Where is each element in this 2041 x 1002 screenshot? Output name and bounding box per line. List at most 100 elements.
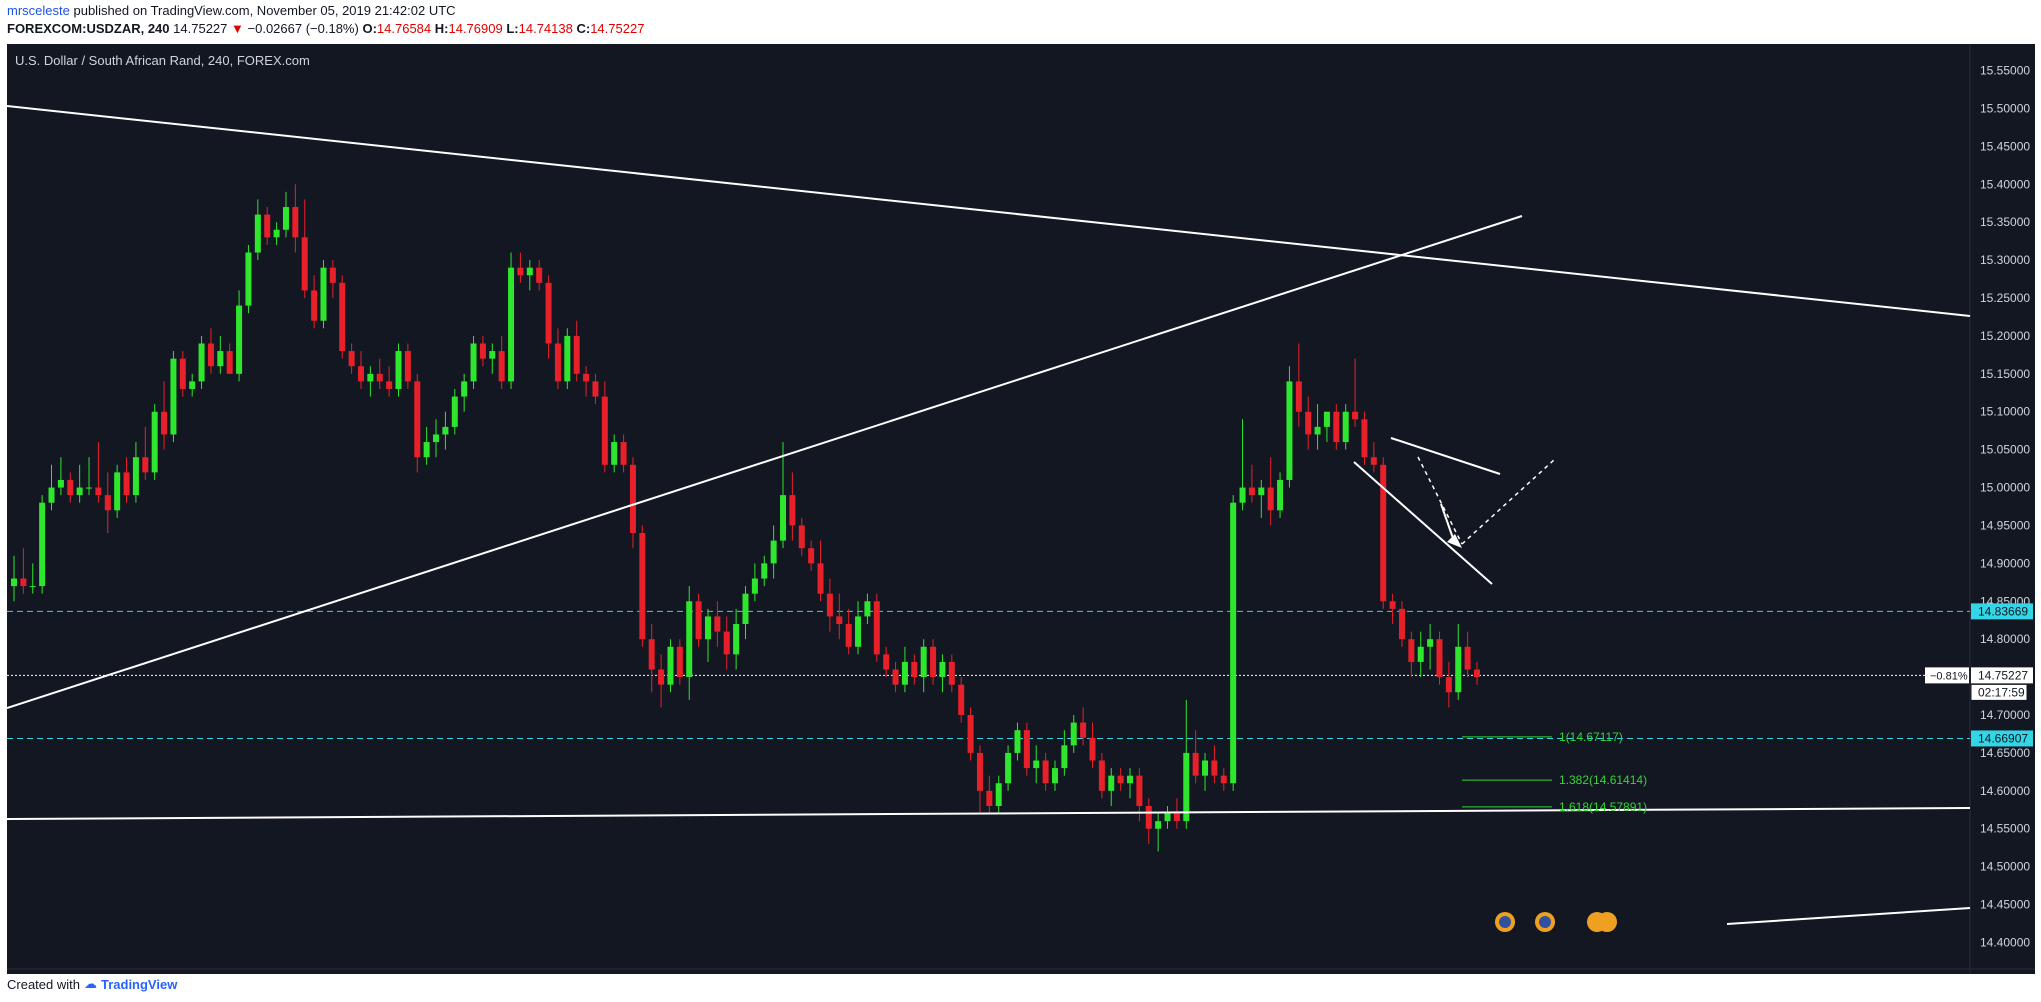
fib-extension: 1(14.67117) 1.382(14.61414) 1.618(14.578… [1462, 730, 1647, 814]
candle-body [48, 487, 55, 503]
footer: Created with ☁ TradingView [7, 976, 177, 992]
candle-body [1033, 760, 1040, 769]
candle-body [1352, 411, 1359, 420]
price-chart[interactable]: U.S. Dollar / South African Rand, 240, F… [7, 44, 2035, 974]
candle-body [461, 381, 468, 397]
candle-body [367, 373, 374, 382]
candle-body [1427, 639, 1434, 647]
candle-body [442, 426, 449, 435]
chart-title: U.S. Dollar / South African Rand, 240, F… [15, 53, 310, 68]
candle-body [948, 661, 955, 685]
candle-body [836, 616, 843, 625]
candle-body [498, 351, 505, 382]
candle-body [414, 381, 421, 458]
candle-body [451, 396, 458, 427]
candle-body [1014, 730, 1021, 753]
candle-body [1267, 487, 1274, 511]
us-flag-event-inner [1539, 916, 1551, 928]
candle-body [1248, 487, 1255, 496]
candle-body [1211, 760, 1218, 776]
price-tick-label: 14.90000 [1980, 556, 2030, 570]
us-flag-event-icon[interactable] [1597, 912, 1617, 932]
candle-body [273, 229, 280, 238]
candle-body [911, 661, 918, 678]
candle-body [207, 343, 214, 367]
candle-body [629, 464, 636, 534]
fib-label-1: 1(14.67117) [1559, 730, 1623, 744]
candle-body [751, 578, 758, 594]
candle-body [526, 267, 533, 276]
price-change: −0.02667 (−0.18%) [247, 21, 359, 36]
published-text: published on TradingView.com, November 0… [73, 3, 456, 18]
trend-line [7, 807, 1971, 820]
candle-body [1277, 479, 1284, 511]
horizontal-levels [7, 610, 1970, 739]
price-tick-label: 15.10000 [1980, 405, 2030, 419]
candle-body [873, 601, 880, 655]
candle-body [1070, 722, 1077, 746]
candle-body [1380, 464, 1387, 602]
candle-body [170, 358, 177, 435]
candle-body [620, 442, 627, 465]
candle-body [742, 593, 749, 625]
candle-body [536, 267, 543, 283]
candle-body [686, 601, 693, 678]
candle-body [1361, 419, 1368, 458]
level-upper-label: 14.83669 [1978, 604, 2028, 618]
last-change-box [1925, 667, 1969, 684]
symbol-info-bar: FOREXCOM:USDZAR, 240 14.75227 ▼ −0.02667… [7, 21, 644, 36]
candle-body [1314, 426, 1321, 435]
candle-body [348, 351, 355, 367]
candle-body [339, 282, 346, 352]
candle-body [667, 646, 674, 685]
trend-line [7, 105, 1971, 317]
candle-body [1005, 752, 1012, 784]
candle-body [29, 586, 36, 588]
candle-body [161, 411, 168, 435]
price-tick-label: 14.40000 [1980, 935, 2030, 949]
candle-body [1417, 646, 1424, 662]
tradingview-brand-link[interactable]: TradingView [100, 976, 178, 992]
candle-body [20, 578, 27, 587]
candle-body [1117, 775, 1124, 784]
trend-line [1417, 456, 1463, 545]
candle-body [1389, 601, 1396, 609]
high-value: 14.76909 [448, 21, 503, 36]
fib-label-1382: 1.382(14.61414) [1559, 773, 1647, 787]
candle-body [967, 715, 974, 753]
open-label: O: [362, 21, 377, 36]
candle-body [601, 396, 608, 465]
price-tick-label: 15.50000 [1980, 101, 2030, 115]
candle-body [976, 752, 983, 791]
candle-body [142, 457, 149, 473]
candle-body [114, 472, 121, 511]
price-axis[interactable]: 15.55000 15.50000 15.45000 15.40000 15.35000… [7, 44, 2035, 974]
candle-body [132, 457, 139, 496]
candle-body [855, 616, 862, 647]
low-value: 14.74138 [518, 21, 573, 36]
price-tick-label: 14.80000 [1980, 632, 2030, 646]
countdown-label: 02:17:59 [1978, 685, 2025, 699]
chart-background [7, 44, 2035, 974]
trend-line [1726, 907, 1971, 925]
event-flags[interactable] [1495, 912, 1617, 932]
candle-body [714, 616, 721, 632]
candle-body [676, 646, 683, 678]
candles [11, 184, 1480, 852]
candle-body [95, 487, 102, 496]
trend-line [7, 215, 1523, 709]
publisher-link[interactable]: mrsceleste [7, 3, 70, 18]
price-tick-label: 15.30000 [1980, 253, 2030, 267]
candle-body [245, 252, 252, 306]
candle-body [1098, 760, 1105, 791]
candle-body [1042, 760, 1049, 784]
candle-body [123, 472, 130, 496]
last-price-box [1971, 667, 2033, 684]
candle-body [423, 442, 430, 458]
trend-lines [7, 105, 1971, 925]
candle-body [489, 351, 496, 359]
candle-body [564, 335, 571, 382]
candle-body [1230, 502, 1237, 784]
countdown-box [1970, 683, 2028, 701]
candle-body [189, 381, 196, 389]
